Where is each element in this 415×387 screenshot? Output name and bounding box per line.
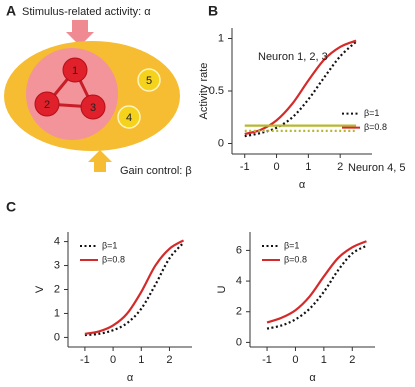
legend-label: β=0.8 bbox=[102, 254, 125, 264]
x-tick-label: 1 bbox=[321, 354, 327, 366]
legend-label: β=1 bbox=[102, 240, 117, 250]
y-axis-label: V bbox=[34, 285, 46, 293]
series-line bbox=[266, 240, 367, 324]
panel-label: B bbox=[208, 3, 218, 19]
y-tick-label: 0 bbox=[236, 336, 242, 348]
y-axis-label: U bbox=[216, 285, 228, 293]
node-label: 2 bbox=[44, 99, 50, 111]
node-label: 4 bbox=[126, 112, 132, 124]
x-tick-label: 2 bbox=[337, 161, 343, 173]
annotation: Neuron 4, 5 bbox=[348, 162, 405, 174]
panel-label: C bbox=[6, 199, 16, 215]
series-line bbox=[84, 242, 185, 337]
line-chart: 0 0.5 1 -1 0 1 2 α Activity rate β=1 β=0.8 Neuron 1… bbox=[198, 28, 405, 191]
y-tick-label: 4 bbox=[236, 275, 242, 287]
x-axis-label: α bbox=[299, 179, 306, 191]
y-tick-label: 2 bbox=[236, 306, 242, 318]
stimulated-neurons bbox=[34, 57, 106, 120]
x-tick-label: 0 bbox=[273, 161, 279, 173]
other-neurons bbox=[117, 68, 161, 129]
series-line bbox=[84, 239, 185, 335]
y-tick-label: 0.5 bbox=[209, 85, 224, 97]
y-tick-label: 6 bbox=[236, 244, 242, 256]
x-tick-label: 0 bbox=[292, 354, 298, 366]
y-tick-label: 4 bbox=[54, 235, 60, 247]
y-tick-label: 0 bbox=[54, 331, 60, 343]
network-diagram: Stimulus-related activity: α 1 2 3 4 5 G… bbox=[4, 6, 192, 177]
x-tick-label: 1 bbox=[305, 161, 311, 173]
panel-label: A bbox=[6, 3, 16, 19]
annotation: Neuron 1, 2, 3 bbox=[258, 51, 328, 63]
x-axis-label: α bbox=[309, 372, 316, 384]
y-tick-label: 3 bbox=[54, 259, 60, 271]
legend-label: β=1 bbox=[364, 108, 379, 118]
x-tick-label: -1 bbox=[240, 161, 250, 173]
gain-arrow bbox=[88, 150, 112, 172]
y-tick-label: 2 bbox=[54, 283, 60, 295]
node-label: 1 bbox=[72, 65, 78, 77]
y-axis-label: Activity rate bbox=[198, 63, 210, 120]
legend-label: β=1 bbox=[284, 240, 299, 250]
x-tick-label: 2 bbox=[349, 354, 355, 366]
x-axis-label: α bbox=[127, 372, 134, 384]
node-label: 3 bbox=[90, 102, 96, 114]
legend-label: β=0.8 bbox=[284, 254, 307, 264]
x-tick-label: 1 bbox=[138, 354, 144, 366]
y-tick-label: 1 bbox=[218, 32, 224, 44]
y-tick-label: 0 bbox=[218, 137, 224, 149]
x-tick-label: 2 bbox=[166, 354, 172, 366]
stimulus-label: Stimulus-related activity: α bbox=[22, 6, 151, 18]
stimulus-arrow bbox=[66, 20, 94, 46]
line-chart: 0 2 4 6 -1 0 1 2 α Uβ=1 β=0.8 bbox=[216, 232, 375, 384]
node-label: 5 bbox=[146, 75, 152, 87]
gain-label: Gain control: β bbox=[120, 165, 192, 177]
line-chart: 0 1 2 3 4 -1 0 1 2 α Vβ=1 β=0.8 bbox=[34, 232, 192, 384]
legend-label: β=0.8 bbox=[364, 122, 387, 132]
series-line bbox=[244, 40, 357, 138]
y-tick-label: 1 bbox=[54, 307, 60, 319]
x-tick-label: -1 bbox=[262, 354, 272, 366]
series-line bbox=[244, 39, 357, 136]
x-tick-label: 0 bbox=[110, 354, 116, 366]
x-tick-label: -1 bbox=[80, 354, 90, 366]
